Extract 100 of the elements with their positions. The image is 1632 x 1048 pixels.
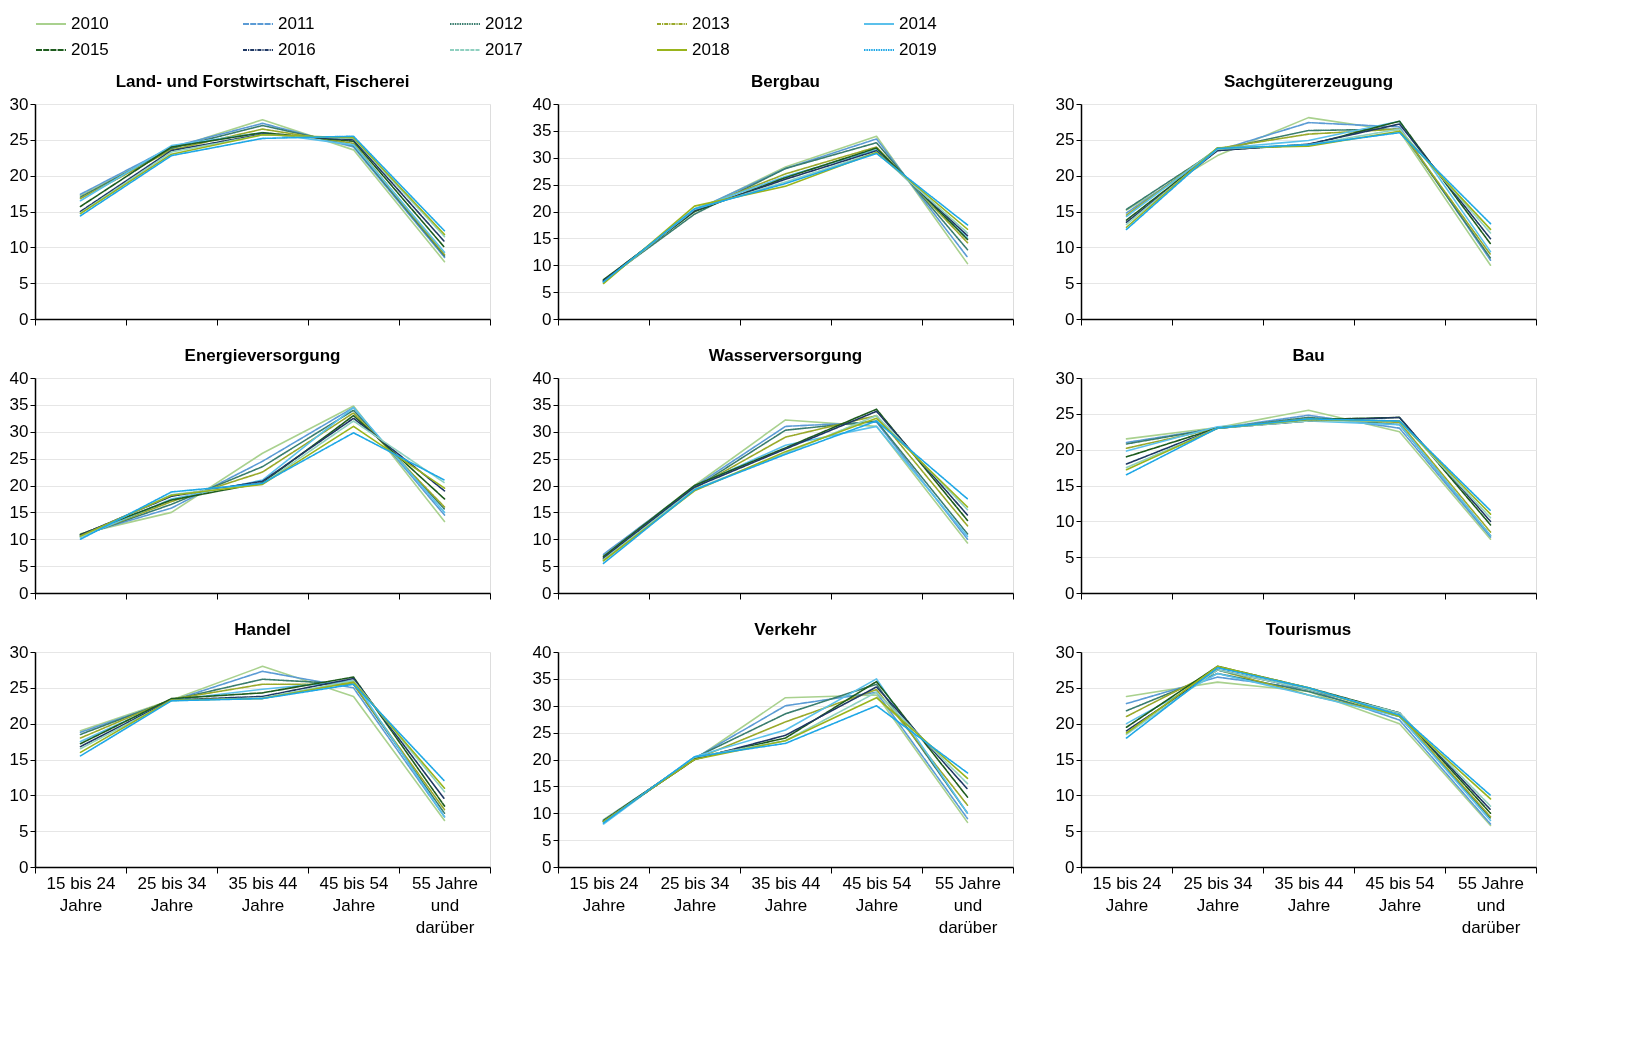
y-tick-label: 20 xyxy=(1055,166,1075,186)
x-tick-label: 35 bis 44 Jahre xyxy=(1274,873,1344,915)
chart-title: Bau xyxy=(1292,346,1325,365)
y-tick-label: 15 xyxy=(532,502,552,522)
y-tick-label: 25 xyxy=(532,449,552,469)
x-tick-label: 35 bis 44 Jahre xyxy=(751,873,821,915)
y-tick-label: 25 xyxy=(1055,678,1075,698)
y-tick-label: 5 xyxy=(1065,821,1075,841)
y-tick-label: 30 xyxy=(1055,94,1075,114)
y-tick-label: 15 xyxy=(532,776,552,796)
y-tick-label: 10 xyxy=(1055,785,1075,805)
y-tick-label: 20 xyxy=(1055,714,1075,734)
y-tick-label: 25 xyxy=(1055,404,1075,424)
y-tick-label: 0 xyxy=(1065,583,1075,603)
legend-label: 2017 xyxy=(485,40,523,59)
y-tick-label: 25 xyxy=(532,175,552,195)
chart-title: Wasserversorgung xyxy=(708,346,863,365)
y-tick-label: 5 xyxy=(19,821,29,841)
chart-title: Sachgütererzeugung xyxy=(1223,72,1394,91)
y-tick-label: 0 xyxy=(1065,857,1075,877)
y-tick-label: 5 xyxy=(19,556,29,576)
chart-title: Handel xyxy=(234,620,291,639)
y-tick-label: 15 xyxy=(532,228,552,248)
y-tick-label: 20 xyxy=(9,714,29,734)
y-tick-label: 25 xyxy=(532,723,552,743)
legend-label: 2010 xyxy=(71,14,109,33)
legend-label: 2011 xyxy=(278,14,315,33)
y-tick-label: 35 xyxy=(532,395,552,415)
y-tick-label: 30 xyxy=(532,696,552,716)
y-tick-label: 10 xyxy=(532,529,552,549)
y-tick-label: 10 xyxy=(9,237,29,257)
x-tick-label: 15 bis 24 Jahre xyxy=(569,873,639,915)
x-tick-label: 25 bis 34 Jahre xyxy=(660,873,730,915)
y-tick-label: 15 xyxy=(9,202,29,221)
y-tick-label: 0 xyxy=(542,309,552,329)
y-tick-label: 40 xyxy=(532,94,552,114)
y-tick-label: 30 xyxy=(9,94,29,114)
y-tick-label: 10 xyxy=(532,803,552,823)
chart-title: Energieversorgung xyxy=(184,346,341,365)
y-tick-label: 30 xyxy=(1055,368,1075,388)
y-tick-label: 10 xyxy=(9,785,29,805)
legend-label: 2016 xyxy=(278,40,316,59)
y-tick-label: 40 xyxy=(9,368,29,388)
legend-label: 2019 xyxy=(899,40,937,59)
y-tick-label: 5 xyxy=(1065,547,1075,567)
y-tick-label: 30 xyxy=(9,642,29,662)
y-tick-label: 20 xyxy=(9,166,29,186)
y-tick-label: 15 xyxy=(1055,476,1075,495)
y-tick-label: 5 xyxy=(542,556,552,576)
legend-label: 2013 xyxy=(692,14,730,33)
y-tick-label: 20 xyxy=(532,202,552,221)
y-tick-label: 0 xyxy=(542,857,552,877)
y-tick-label: 15 xyxy=(9,750,29,769)
y-tick-label: 5 xyxy=(1065,273,1075,293)
x-tick-label: 55 Jahre und darüber xyxy=(1457,873,1525,937)
legend-label: 2015 xyxy=(71,40,109,59)
y-tick-label: 25 xyxy=(9,449,29,469)
y-tick-label: 30 xyxy=(1055,642,1075,662)
x-tick-label: 45 bis 54 Jahre xyxy=(842,873,912,915)
chart-title: Bergbau xyxy=(751,72,820,91)
x-tick-label: 35 bis 44 Jahre xyxy=(228,873,298,915)
legend-label: 2014 xyxy=(899,14,937,33)
y-tick-label: 25 xyxy=(9,130,29,150)
y-tick-label: 30 xyxy=(532,148,552,168)
y-tick-label: 0 xyxy=(19,583,29,603)
x-tick-label: 25 bis 34 Jahre xyxy=(1183,873,1253,915)
y-tick-label: 40 xyxy=(532,368,552,388)
y-tick-label: 20 xyxy=(532,476,552,495)
y-tick-label: 10 xyxy=(9,529,29,549)
chart-title: Land- und Forstwirtschaft, Fischerei xyxy=(115,72,410,91)
y-tick-label: 25 xyxy=(1055,130,1075,150)
x-tick-label: 55 Jahre und darüber xyxy=(934,873,1002,937)
y-tick-label: 40 xyxy=(532,642,552,662)
y-tick-label: 15 xyxy=(1055,750,1075,769)
x-tick-label: 15 bis 24 Jahre xyxy=(1092,873,1162,915)
y-tick-label: 0 xyxy=(19,309,29,329)
y-tick-label: 20 xyxy=(1055,440,1075,460)
y-tick-label: 15 xyxy=(1055,202,1075,221)
chart-title: Tourismus xyxy=(1265,620,1352,639)
y-tick-label: 25 xyxy=(9,678,29,698)
y-tick-label: 5 xyxy=(19,273,29,293)
y-tick-label: 0 xyxy=(542,583,552,603)
y-tick-label: 0 xyxy=(1065,309,1075,329)
y-tick-label: 0 xyxy=(19,857,29,877)
y-tick-label: 10 xyxy=(1055,237,1075,257)
x-tick-label: 45 bis 54 Jahre xyxy=(319,873,389,915)
y-tick-label: 35 xyxy=(532,121,552,141)
y-tick-label: 20 xyxy=(532,750,552,769)
legend-label: 2012 xyxy=(485,14,523,33)
y-tick-label: 20 xyxy=(9,476,29,495)
x-tick-label: 55 Jahre und darüber xyxy=(411,873,479,937)
legend-label: 2018 xyxy=(692,40,730,59)
y-tick-label: 30 xyxy=(9,422,29,442)
y-tick-label: 5 xyxy=(542,830,552,850)
y-tick-label: 35 xyxy=(9,395,29,415)
chart-title: Verkehr xyxy=(754,620,818,639)
x-tick-label: 45 bis 54 Jahre xyxy=(1365,873,1435,915)
y-tick-label: 30 xyxy=(532,422,552,442)
y-tick-label: 10 xyxy=(1055,511,1075,531)
x-tick-label: 15 bis 24 Jahre xyxy=(46,873,116,915)
